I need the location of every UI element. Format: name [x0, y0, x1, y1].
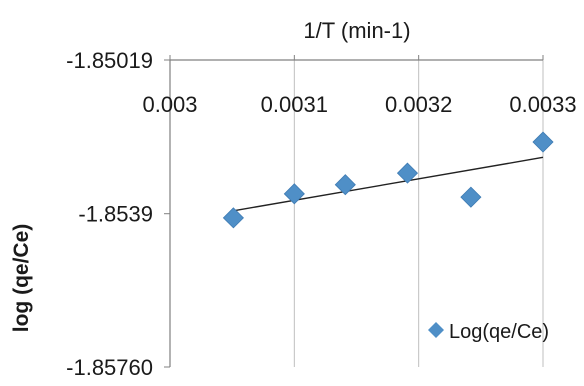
- legend-marker-diamond: [428, 322, 444, 338]
- y-tick-label: -1.8539: [78, 202, 153, 227]
- data-point: [532, 131, 554, 153]
- x-tick-label: 0.0031: [261, 92, 328, 117]
- x-axis-title: 1/T (min-1): [303, 18, 410, 43]
- y-tick-label: -1.85760: [66, 355, 153, 380]
- data-point: [222, 207, 244, 229]
- data-point: [460, 186, 482, 208]
- data-point: [334, 174, 356, 196]
- y-axis-title: log (qe/Ce): [10, 224, 33, 333]
- data-point: [396, 162, 419, 184]
- y-tick-label: -1.85019: [66, 48, 153, 73]
- data-point: [283, 183, 305, 205]
- axis-layer: 0.003 0.0031 0.0032 0.0033 -1.85019 -1.8539 -1…: [66, 48, 577, 380]
- legend: Log(qe/Ce): [428, 321, 549, 343]
- points-layer: [222, 131, 554, 229]
- trendline-layer: [233, 156, 544, 212]
- trendline: [233, 156, 544, 212]
- x-tick-label: 0.0032: [385, 92, 452, 117]
- x-tick-label: 0.0033: [509, 92, 576, 117]
- x-tick-label: 0.003: [142, 92, 197, 117]
- legend-label: Log(qe/Ce): [449, 321, 549, 343]
